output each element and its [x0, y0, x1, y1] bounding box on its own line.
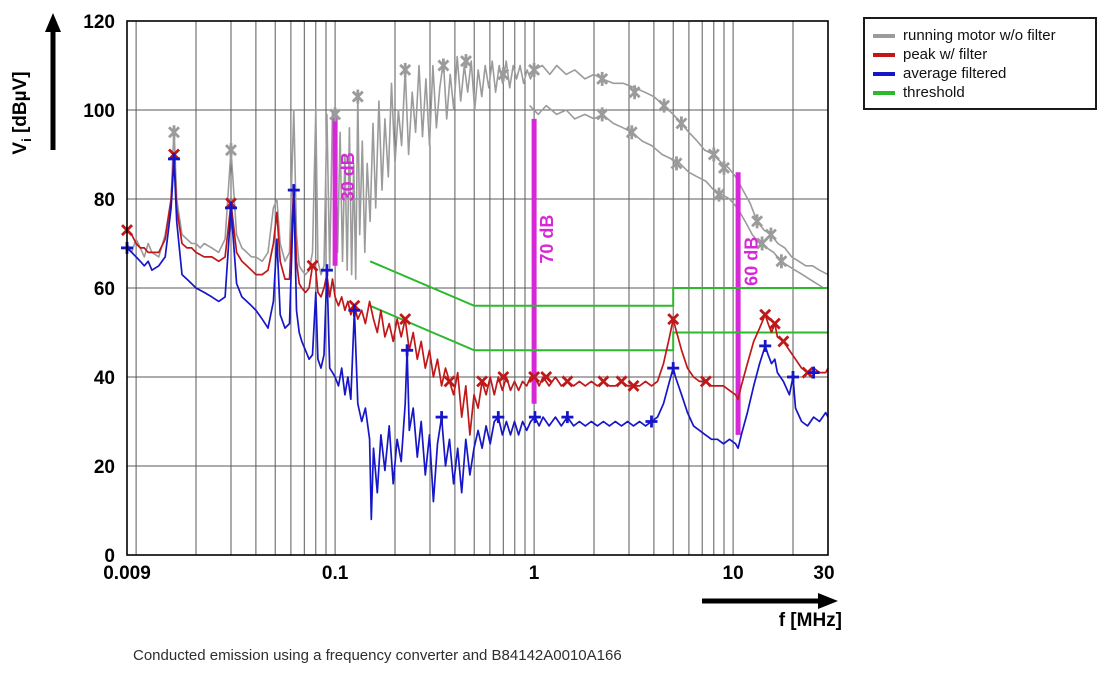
- series-markers-3: [121, 152, 820, 428]
- x-tick-labels: 0.009 0.1 1 10 30: [103, 563, 834, 584]
- plot-border: [126, 20, 829, 556]
- legend-label: average filtered: [903, 65, 1007, 82]
- svg-text:40: 40: [94, 368, 115, 389]
- series-average-filtered-line: [126, 158, 829, 521]
- legend-item-peak-filter: peak w/ filter: [873, 45, 1087, 64]
- x-axis-title: f [MHz]: [778, 610, 842, 631]
- attenuation-lines: [332, 114, 741, 435]
- legend-item-average-filtered: average filtered: [873, 64, 1087, 83]
- series-running-motor-line: [126, 55, 829, 280]
- legend-item-running-motor: running motor w/o filter: [873, 26, 1087, 45]
- y-tick-labels: 0 20 40 60 80 100 120: [83, 12, 115, 567]
- svg-text:1: 1: [529, 563, 540, 584]
- svg-text:60: 60: [94, 279, 115, 300]
- svg-text:80: 80: [94, 190, 115, 211]
- svg-text:0.1: 0.1: [322, 563, 349, 584]
- y-axis-arrow: [45, 13, 61, 150]
- legend-swatch-red: [873, 52, 895, 57]
- attenuation-label: 30 dB: [338, 152, 358, 201]
- legend-box: running motor w/o filter peak w/ filter …: [863, 17, 1097, 110]
- x-axis-arrow: [702, 593, 838, 609]
- svg-text:0: 0: [104, 546, 115, 567]
- attenuation-label: 70 dB: [537, 215, 557, 264]
- legend-item-threshold: threshold: [873, 83, 1087, 102]
- attenuation-label: 60 dB: [742, 237, 762, 286]
- legend-label: threshold: [903, 84, 965, 101]
- legend-swatch-green: [873, 90, 895, 95]
- legend-swatch-gray: [873, 33, 895, 38]
- series-running-motor-line-2: [529, 104, 828, 289]
- svg-text:100: 100: [83, 101, 115, 122]
- legend-label: peak w/ filter: [903, 46, 988, 63]
- y-axis-title: Vi [dBµV]: [10, 33, 36, 193]
- threshold-limit-line-1: [369, 304, 828, 352]
- y-axis-title-subscript: i: [18, 138, 34, 142]
- figure-caption: Conducted emission using a frequency con…: [133, 647, 622, 664]
- series-peak-filter-line: [126, 153, 829, 436]
- svg-text:120: 120: [83, 12, 115, 33]
- y-axis-title-symbol: V: [10, 141, 31, 155]
- svg-text:0.009: 0.009: [103, 563, 151, 584]
- svg-text:20: 20: [94, 457, 115, 478]
- legend-swatch-blue: [873, 71, 895, 76]
- svg-text:10: 10: [723, 563, 744, 584]
- series-markers-1: [596, 107, 788, 269]
- series-markers-0: [168, 54, 777, 242]
- y-axis-title-unit: [dBµV]: [10, 71, 31, 139]
- svg-text:30: 30: [813, 563, 834, 584]
- legend-label: running motor w/o filter: [903, 27, 1056, 44]
- threshold-limit-line-0: [369, 260, 828, 307]
